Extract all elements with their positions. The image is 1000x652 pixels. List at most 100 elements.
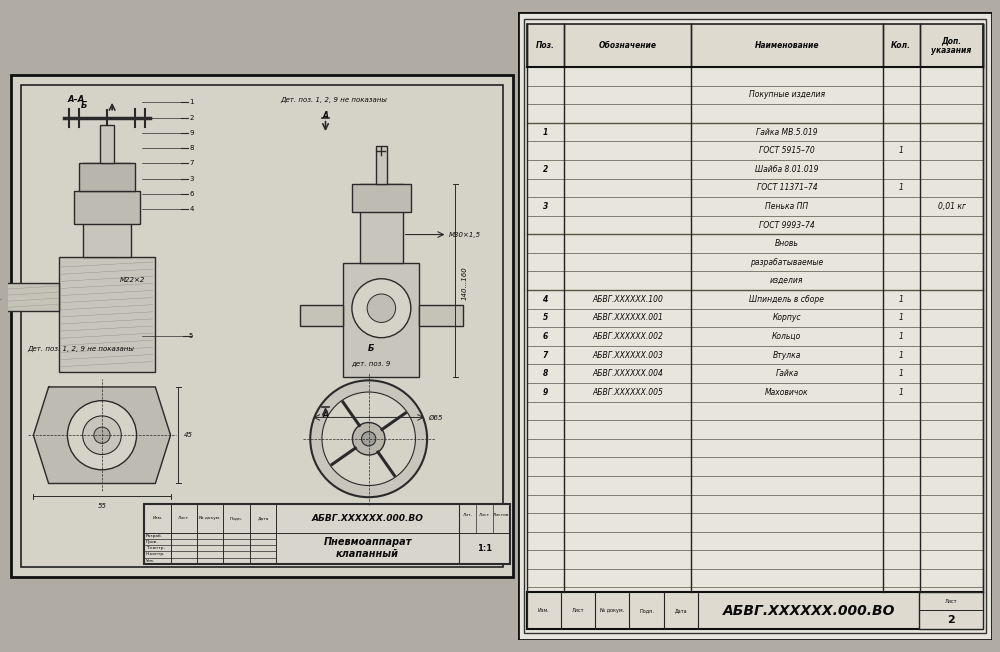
Text: Поз.: Поз.	[536, 41, 555, 50]
Text: Дата: Дата	[674, 608, 687, 614]
Text: АБВГ.ХХХХХХ.003: АБВГ.ХХХХХХ.003	[592, 351, 663, 360]
Circle shape	[310, 380, 427, 497]
Text: 5: 5	[189, 333, 193, 339]
Text: Лист: Лист	[572, 608, 584, 614]
Bar	[144, 504, 510, 564]
Circle shape	[367, 294, 396, 323]
Text: 2: 2	[948, 615, 955, 625]
Text: Дет. поз. 1, 2, 9 не показаны: Дет. поз. 1, 2, 9 не показаны	[280, 97, 387, 103]
Text: А: А	[323, 111, 328, 120]
Text: 1: 1	[543, 128, 548, 137]
Text: Корпус: Корпус	[773, 314, 801, 323]
Bar	[360, 184, 403, 263]
Text: № докум.: № докум.	[600, 608, 624, 614]
Bar	[352, 184, 411, 212]
Text: 9: 9	[543, 388, 548, 397]
Text: Вновь: Вновь	[775, 239, 799, 248]
Bar	[59, 258, 155, 372]
Text: Доп.
указания: Доп. указания	[931, 36, 972, 55]
Bar	[100, 125, 114, 164]
Text: АБВГ.ХХХХХХ.004: АБВГ.ХХХХХХ.004	[592, 369, 663, 378]
Text: 1: 1	[899, 332, 904, 341]
Bar	[83, 164, 131, 258]
Text: Т.контр.: Т.контр.	[146, 546, 165, 550]
Text: А–А: А–А	[68, 95, 85, 104]
Text: G1/2
2 отв.: G1/2 2 отв.	[0, 290, 2, 301]
Text: Кольцо: Кольцо	[772, 332, 802, 341]
Text: 2: 2	[190, 115, 194, 121]
Text: 1: 1	[899, 351, 904, 360]
Text: 55: 55	[97, 503, 106, 509]
Text: Разраб.: Разраб.	[146, 534, 163, 538]
Text: Ø65: Ø65	[429, 415, 443, 421]
Text: Листов: Листов	[493, 513, 510, 517]
Text: 3: 3	[543, 202, 548, 211]
Text: Покупные изделия: Покупные изделия	[749, 91, 825, 99]
Text: 4: 4	[190, 206, 194, 212]
Text: Маховичок: Маховичок	[765, 388, 809, 397]
Text: 1: 1	[899, 295, 904, 304]
Circle shape	[352, 279, 411, 338]
Text: 1: 1	[899, 146, 904, 155]
Polygon shape	[33, 387, 171, 484]
Text: M30×1,5: M30×1,5	[449, 231, 481, 237]
Text: АБВГ.ХХХХХХ.000.ВО: АБВГ.ХХХХХХ.000.ВО	[723, 604, 895, 617]
Circle shape	[352, 422, 385, 455]
Circle shape	[67, 401, 137, 469]
Text: АБВГ.ХХХХХХ.100: АБВГ.ХХХХХХ.100	[592, 295, 663, 304]
Text: 6: 6	[543, 332, 548, 341]
Text: 8: 8	[190, 145, 194, 151]
Bar	[0, 283, 59, 311]
Text: ГОСТ 11371–74: ГОСТ 11371–74	[757, 183, 817, 192]
Text: 5: 5	[543, 314, 548, 323]
Bar	[300, 304, 343, 326]
Text: 1:1: 1:1	[477, 544, 492, 553]
Text: Лист: Лист	[479, 513, 490, 517]
Text: Лист: Лист	[178, 516, 189, 520]
Text: 45: 45	[184, 432, 193, 438]
Text: Лист: Лист	[945, 599, 958, 604]
Text: Гайка: Гайка	[775, 369, 798, 378]
Text: Н.контр.: Н.контр.	[146, 552, 165, 556]
Text: Шпиндель в сборе: Шпиндель в сборе	[749, 295, 824, 304]
Text: Дет. поз. 1, 2, 9 не показаны: Дет. поз. 1, 2, 9 не показаны	[27, 346, 134, 352]
Text: Втулка: Втулка	[773, 351, 801, 360]
Text: 8: 8	[543, 369, 548, 378]
Text: Наименование: Наименование	[755, 41, 819, 50]
Text: разрабатываемые: разрабатываемые	[750, 258, 824, 267]
Text: Пневмоаппарат
клапанный: Пневмоаппарат клапанный	[323, 537, 412, 559]
Text: АБВГ.ХХХХХХ.002: АБВГ.ХХХХХХ.002	[592, 332, 663, 341]
Text: Изм.: Изм.	[538, 608, 549, 614]
Text: 3: 3	[190, 175, 194, 182]
Bar	[343, 263, 419, 377]
Text: 2: 2	[543, 165, 548, 174]
Circle shape	[362, 432, 376, 446]
Text: Лит.: Лит.	[463, 513, 473, 517]
Bar	[527, 24, 983, 67]
Circle shape	[322, 392, 415, 486]
Text: Дата: Дата	[257, 516, 269, 520]
Text: 140...160: 140...160	[462, 266, 468, 300]
Text: Подп.: Подп.	[230, 516, 243, 520]
Text: АБВГ.ХХХХХХ.000.ВО: АБВГ.ХХХХХХ.000.ВО	[312, 514, 424, 523]
Text: Шайба 8.01.019: Шайба 8.01.019	[755, 165, 819, 174]
Bar	[376, 145, 387, 184]
Text: 9: 9	[190, 130, 194, 136]
Text: 1: 1	[899, 183, 904, 192]
Text: А: А	[323, 410, 328, 419]
Text: 1: 1	[899, 314, 904, 323]
Text: Гайка МВ.5.019: Гайка МВ.5.019	[756, 128, 818, 137]
Text: Утв.: Утв.	[146, 559, 155, 563]
Text: 1: 1	[899, 369, 904, 378]
Text: № докум.: № докум.	[199, 516, 221, 520]
Text: АБВГ.ХХХХХХ.005: АБВГ.ХХХХХХ.005	[592, 388, 663, 397]
Text: 6: 6	[190, 191, 194, 197]
Text: ГОСТ 9993–74: ГОСТ 9993–74	[759, 220, 815, 230]
Bar	[79, 164, 135, 192]
Text: ГОСТ 5915–70: ГОСТ 5915–70	[759, 146, 815, 155]
Text: Изм.: Изм.	[152, 516, 162, 520]
Circle shape	[94, 427, 110, 443]
Text: 4: 4	[543, 295, 548, 304]
Text: Обозначение: Обозначение	[598, 41, 656, 50]
Text: M22×2: M22×2	[120, 277, 145, 283]
